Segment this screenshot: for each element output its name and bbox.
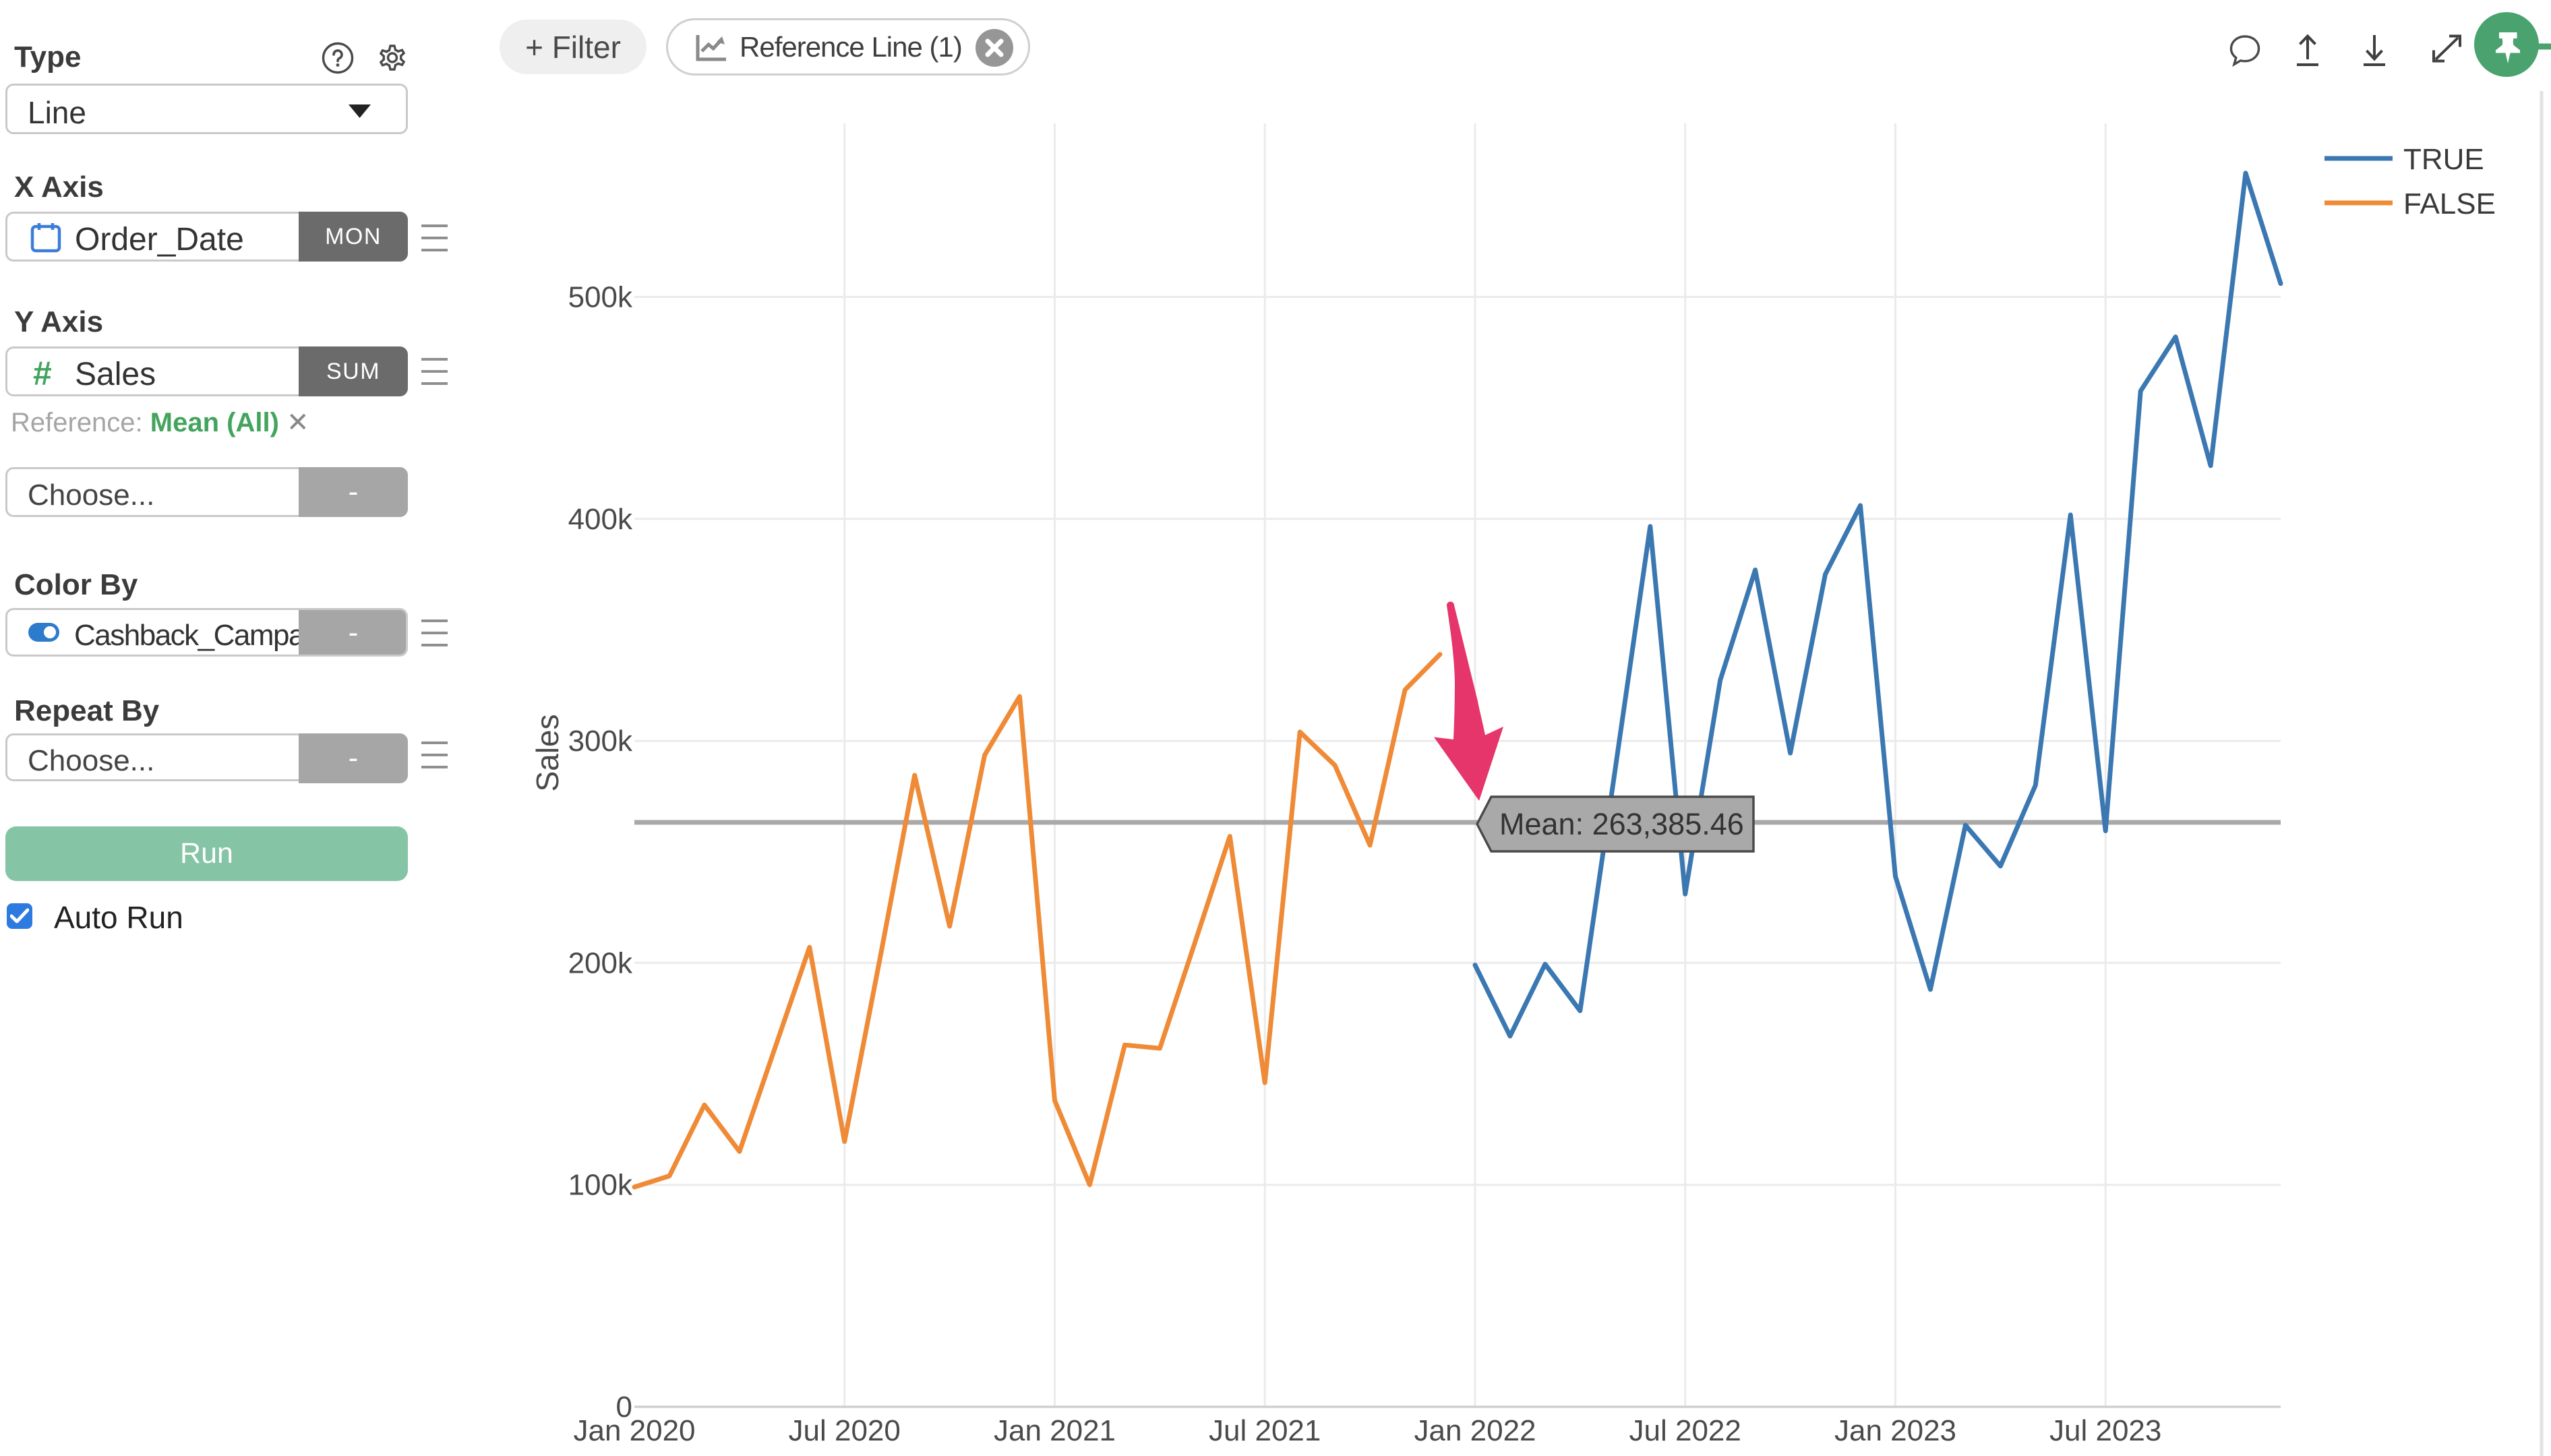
svg-text:100k: 100k	[568, 1169, 633, 1202]
svg-text:0: 0	[616, 1391, 632, 1424]
svg-text:TRUE: TRUE	[2403, 143, 2484, 176]
svg-text:Jul 2023: Jul 2023	[2049, 1414, 2161, 1447]
svg-text:400k: 400k	[568, 503, 633, 536]
svg-text:Jan 2022: Jan 2022	[1414, 1414, 1536, 1447]
svg-text:Sales: Sales	[530, 714, 565, 791]
svg-text:Mean: 263,385.46: Mean: 263,385.46	[1499, 807, 1744, 841]
svg-text:200k: 200k	[568, 946, 633, 979]
svg-text:Jan 2021: Jan 2021	[994, 1414, 1116, 1447]
svg-text:Jan 2020: Jan 2020	[573, 1414, 695, 1447]
svg-text:300k: 300k	[568, 725, 633, 758]
svg-text:Jan 2023: Jan 2023	[1834, 1414, 1956, 1447]
svg-text:500k: 500k	[568, 281, 633, 314]
svg-text:Jul 2020: Jul 2020	[789, 1414, 901, 1447]
svg-text:Jul 2021: Jul 2021	[1209, 1414, 1321, 1447]
svg-text:Jul 2022: Jul 2022	[1629, 1414, 1741, 1447]
svg-text:FALSE: FALSE	[2403, 187, 2496, 220]
